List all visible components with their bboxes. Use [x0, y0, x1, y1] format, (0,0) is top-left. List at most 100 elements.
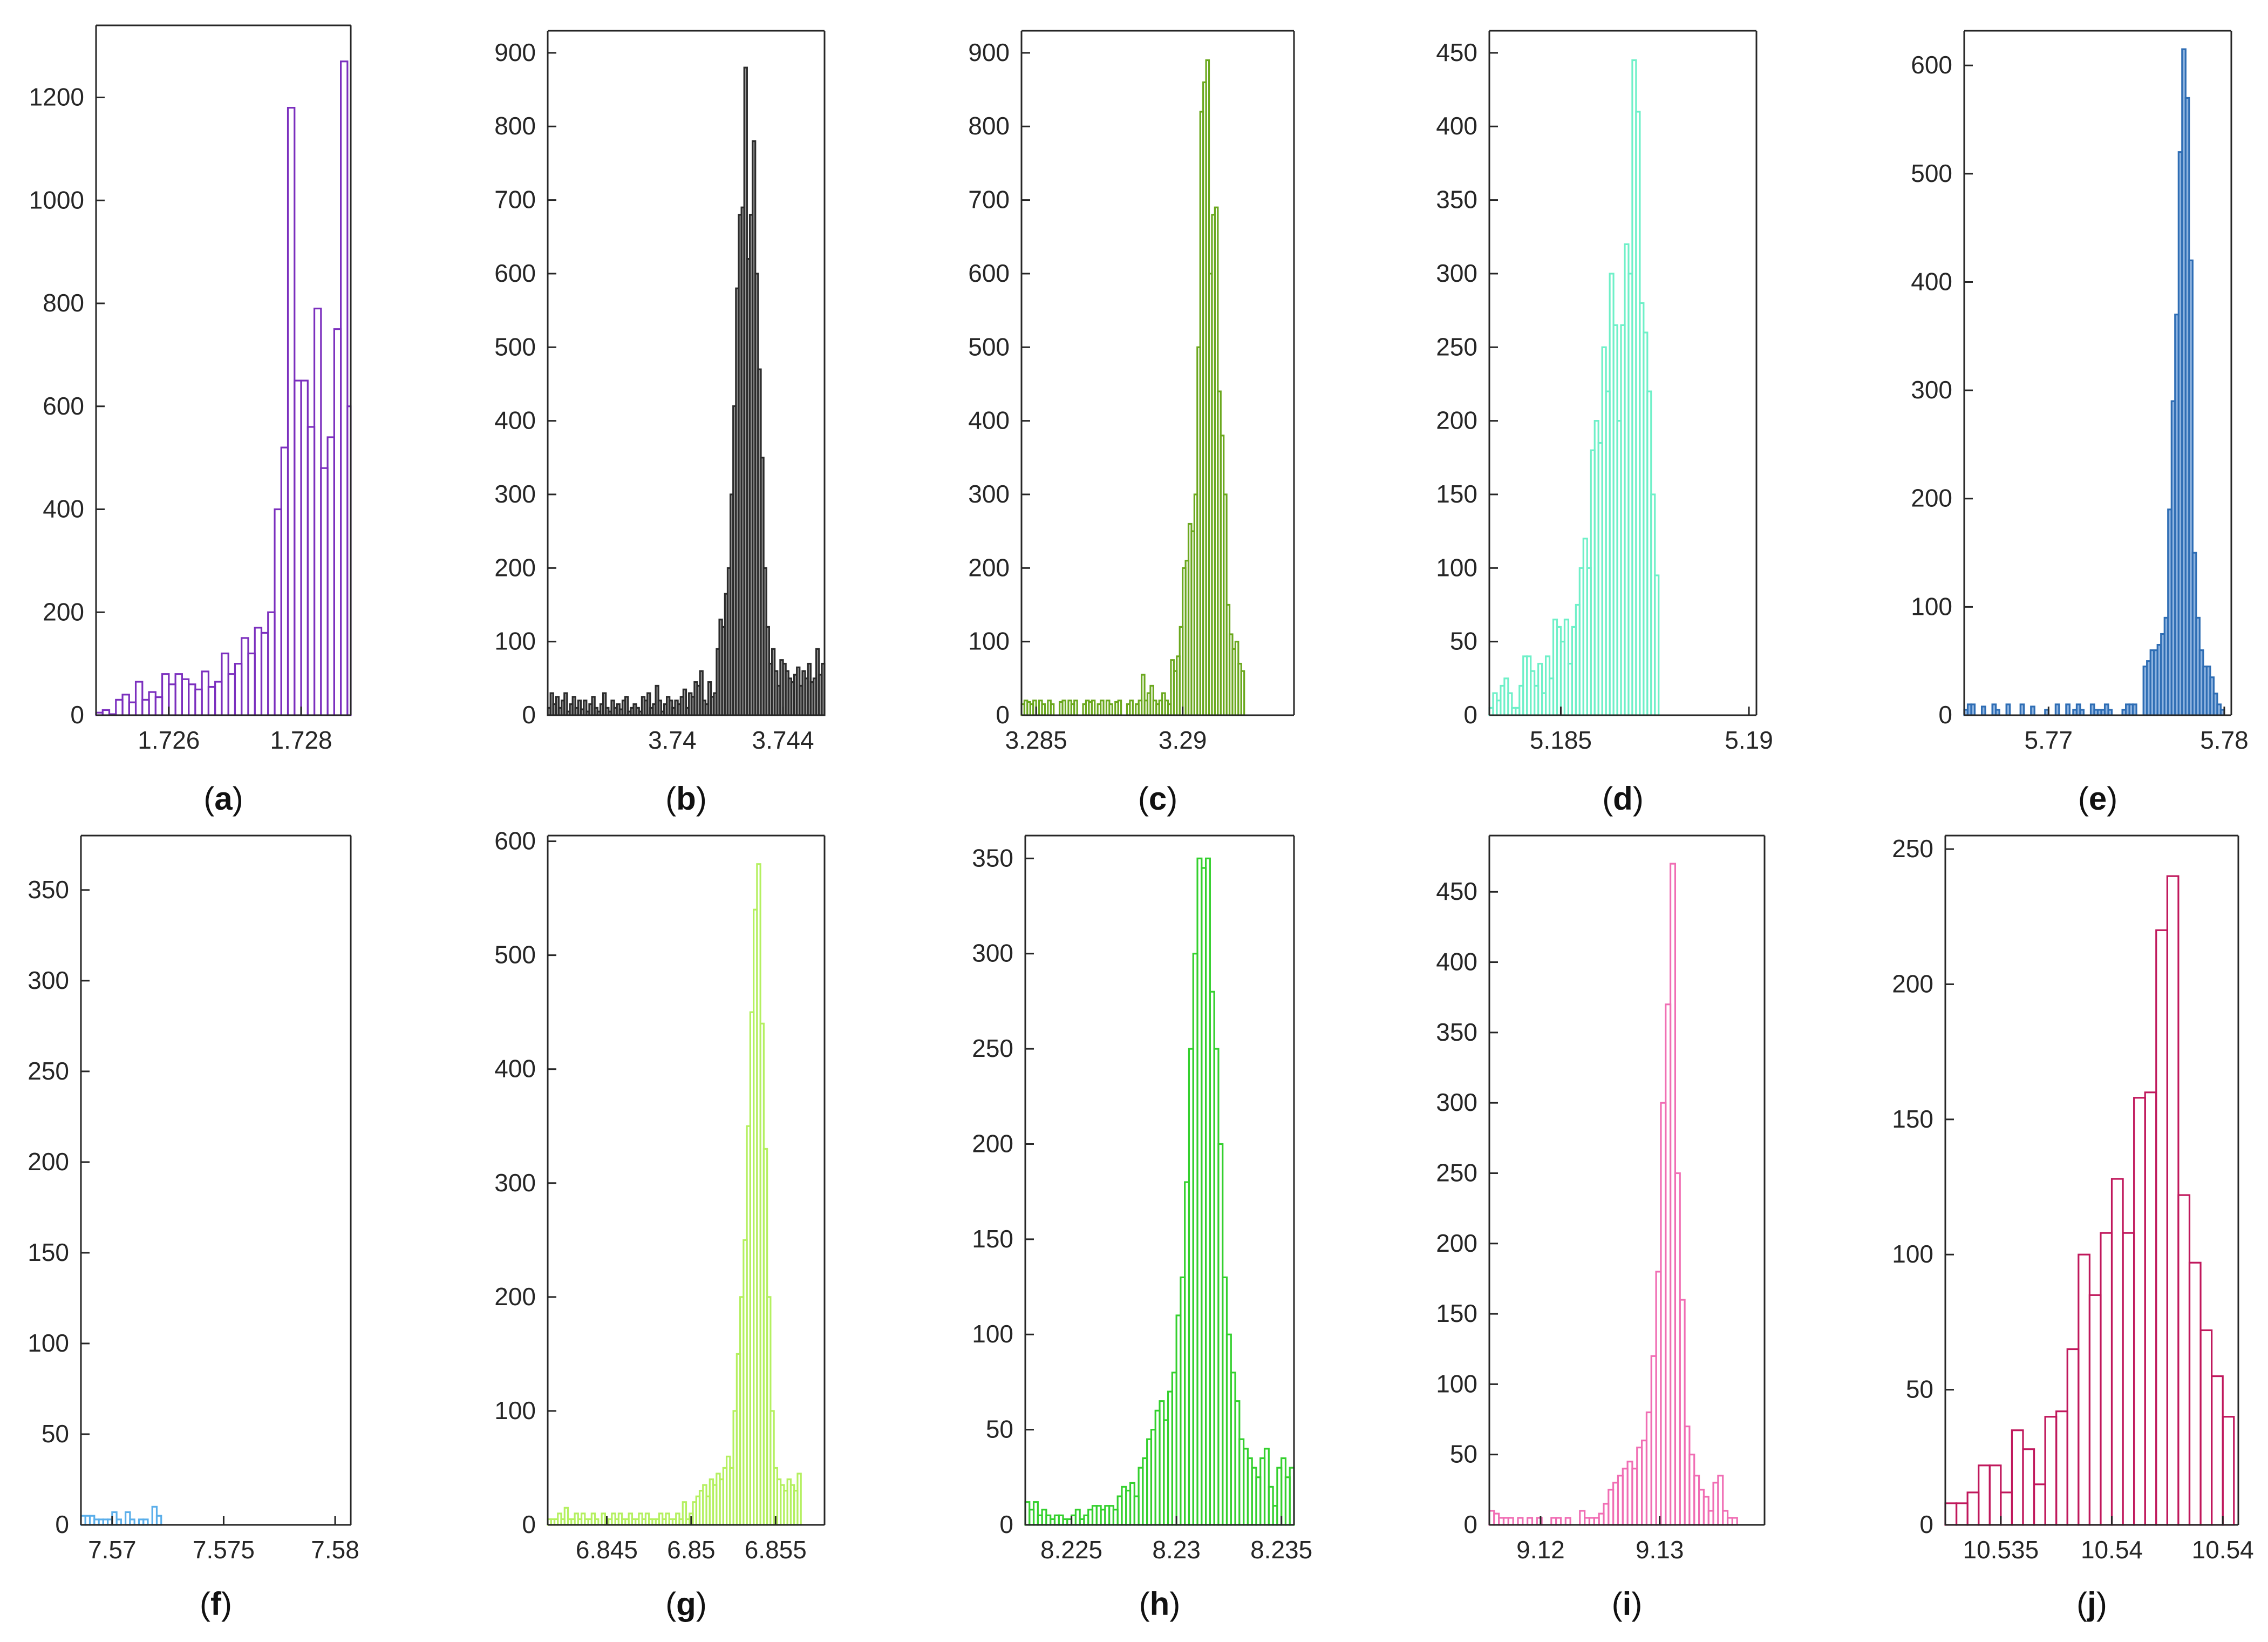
histogram-panel-j: 0 50 100 150 200 250 10.535 10.54 10.54 (j) — [1892, 834, 2254, 1622]
histogram-bar — [2054, 703, 2060, 716]
histogram-bar — [1988, 1464, 2002, 1526]
x-tick-label: 7.58 — [311, 1536, 359, 1564]
histogram-bar — [1507, 1517, 1514, 1526]
y-tick-label: 0 — [999, 1510, 1013, 1538]
x-tick-label: 8.225 — [1040, 1536, 1102, 1564]
histogram-bar — [267, 611, 276, 716]
panel-caption-letter: j — [2087, 1586, 2096, 1622]
histogram-bar — [300, 379, 309, 716]
y-tick-label: 150 — [28, 1238, 69, 1266]
histogram-bar — [161, 673, 170, 716]
x-tick-label: 6.85 — [667, 1536, 716, 1564]
x-tick-label: 5.19 — [1725, 726, 1773, 754]
y-tick-label: 200 — [28, 1148, 69, 1176]
histogram-bar — [2022, 1448, 2035, 1526]
histogram-bar — [1050, 703, 1055, 716]
histogram-bar — [194, 688, 203, 716]
histogram-bar — [254, 627, 263, 716]
histogram-panel-a: 0 200 400 600 800 1000 1200 1.726 1.728 (a) — [29, 24, 352, 817]
y-tick-label: 0 — [522, 1510, 536, 1538]
y-tick-label: 100 — [968, 627, 1010, 655]
histogram-bar — [2211, 1375, 2224, 1526]
y-tick-label: 350 — [972, 844, 1013, 872]
histogram-bar — [1955, 1502, 1969, 1526]
histogram-bar — [2132, 703, 2137, 716]
histogram-bar — [155, 1515, 162, 1526]
histogram-bar — [207, 686, 216, 716]
histogram-bar — [2166, 875, 2180, 1526]
histogram-bar — [129, 1518, 135, 1526]
x-tick-label: 3.285 — [1005, 726, 1067, 754]
y-tick-label: 100 — [972, 1320, 1013, 1348]
panel-caption-letter: b — [676, 781, 696, 817]
histogram-bar — [2100, 1232, 2113, 1526]
y-tick-label: 100 — [28, 1329, 69, 1357]
panel-caption: (a) — [203, 781, 243, 817]
y-tick-label: 300 — [494, 480, 536, 508]
y-tick-label: 300 — [1911, 376, 1952, 404]
y-tick-label: 250 — [1436, 1158, 1477, 1186]
histogram-bar — [115, 698, 124, 716]
y-tick-label: 300 — [28, 966, 69, 994]
x-tick-label: 6.855 — [745, 1536, 807, 1564]
histogram-bar — [287, 107, 296, 716]
x-tick-label: 1.726 — [138, 726, 200, 754]
y-tick-label: 50 — [42, 1420, 69, 1448]
y-tick-label: 400 — [43, 495, 84, 523]
x-tick-label: 5.77 — [2025, 726, 2073, 754]
x-tick-label: 7.575 — [193, 1536, 255, 1564]
y-tick-label: 0 — [1919, 1510, 1933, 1538]
histogram-bar — [1041, 703, 1046, 716]
y-tick-label: 500 — [1911, 159, 1952, 187]
y-tick-label: 900 — [494, 38, 536, 66]
x-tick-label: 1.728 — [270, 726, 332, 754]
histogram-panel-e: 0 100 200 300 400 500 600 5.77 5.78 (e) — [1911, 30, 2249, 817]
histogram-panel-i: 0 50 100 150 200 250 300 350 400 450 9.12 9.13 (i) — [1436, 834, 1766, 1622]
y-tick-label: 100 — [1436, 1369, 1477, 1397]
y-tick-label: 250 — [28, 1057, 69, 1085]
histogram-bar — [2019, 703, 2025, 716]
y-tick-label: 200 — [43, 598, 84, 626]
y-tick-label: 600 — [494, 827, 536, 855]
y-tick-label: 50 — [1906, 1375, 1933, 1403]
y-tick-label: 50 — [1450, 627, 1477, 655]
y-tick-label: 1200 — [29, 83, 84, 111]
y-tick-label: 400 — [1436, 112, 1477, 140]
y-tick-label: 0 — [1938, 701, 1952, 729]
y-tick-label: 350 — [28, 876, 69, 904]
histogram-bar — [2133, 1097, 2146, 1526]
y-tick-label: 400 — [1911, 267, 1952, 295]
y-tick-label: 100 — [1436, 553, 1477, 581]
panel-caption-letter: h — [1150, 1586, 1170, 1622]
x-tick-label: 5.185 — [1530, 726, 1592, 754]
histogram-bar — [2000, 1491, 2013, 1526]
y-tick-label: 150 — [972, 1225, 1013, 1253]
y-tick-label: 500 — [494, 941, 536, 969]
histogram-bar — [154, 696, 164, 716]
histogram-bar — [1108, 703, 1113, 716]
y-tick-label: 0 — [55, 1510, 69, 1538]
y-tick-label: 700 — [968, 186, 1010, 214]
panel-caption-letter: f — [210, 1586, 222, 1622]
histogram-bar — [1654, 574, 1660, 716]
histogram-bar — [1129, 700, 1134, 716]
x-tick-label: 10.54 — [2081, 1536, 2143, 1564]
x-tick-label: 9.12 — [1516, 1536, 1565, 1564]
y-tick-label: 300 — [968, 480, 1010, 508]
histogram-bar — [2078, 1253, 2090, 1526]
x-tick-label: 6.845 — [576, 1536, 638, 1564]
y-tick-label: 0 — [1463, 1510, 1477, 1538]
histogram-panel-g: 0 100 200 300 400 500 600 6.845 6.85 6.855 (g) — [494, 827, 826, 1622]
y-tick-label: 100 — [494, 627, 536, 655]
y-tick-label: 50 — [1450, 1440, 1477, 1468]
histogram-bar — [2222, 1416, 2235, 1526]
histogram-bar — [340, 60, 349, 716]
y-tick-label: 300 — [972, 939, 1013, 967]
histogram-bar — [168, 683, 176, 716]
panel-caption-letter: a — [214, 781, 233, 817]
y-tick-label: 350 — [1436, 1018, 1477, 1046]
histogram-bar — [1240, 670, 1245, 716]
panel-caption-letter: e — [2089, 781, 2107, 817]
panel-caption: (f) — [200, 1586, 232, 1622]
histogram-bar — [1564, 1517, 1571, 1526]
